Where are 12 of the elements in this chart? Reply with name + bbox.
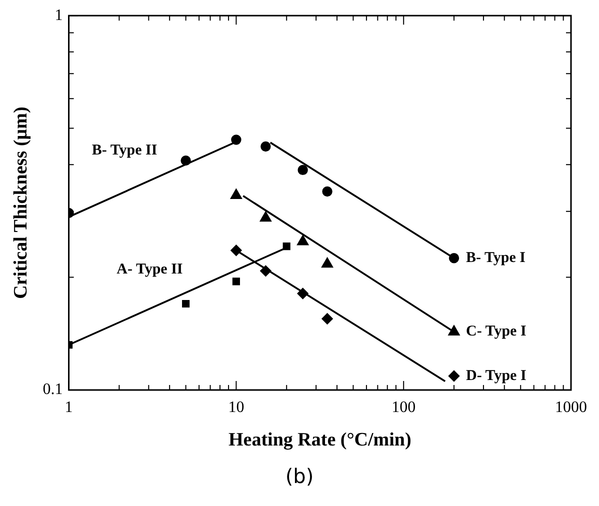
series-label: B- Type I <box>466 250 526 266</box>
x-tick-label: 100 <box>392 398 416 416</box>
x-axis-title: Heating Rate (°C/min) <box>228 430 412 451</box>
y-tick-label: 0.1 <box>42 381 63 398</box>
series-label: A- Type II <box>116 261 183 278</box>
y-axis-title: Critical Thickness (µm) <box>10 106 32 299</box>
text: (b) <box>284 464 315 488</box>
x-tick-label: 1000 <box>555 398 587 416</box>
x-tick-label: 10 <box>228 398 244 416</box>
series-label: D- Type I <box>466 368 526 384</box>
series-label: B- Type II <box>92 142 158 158</box>
series-label: C- Type I <box>466 324 526 340</box>
